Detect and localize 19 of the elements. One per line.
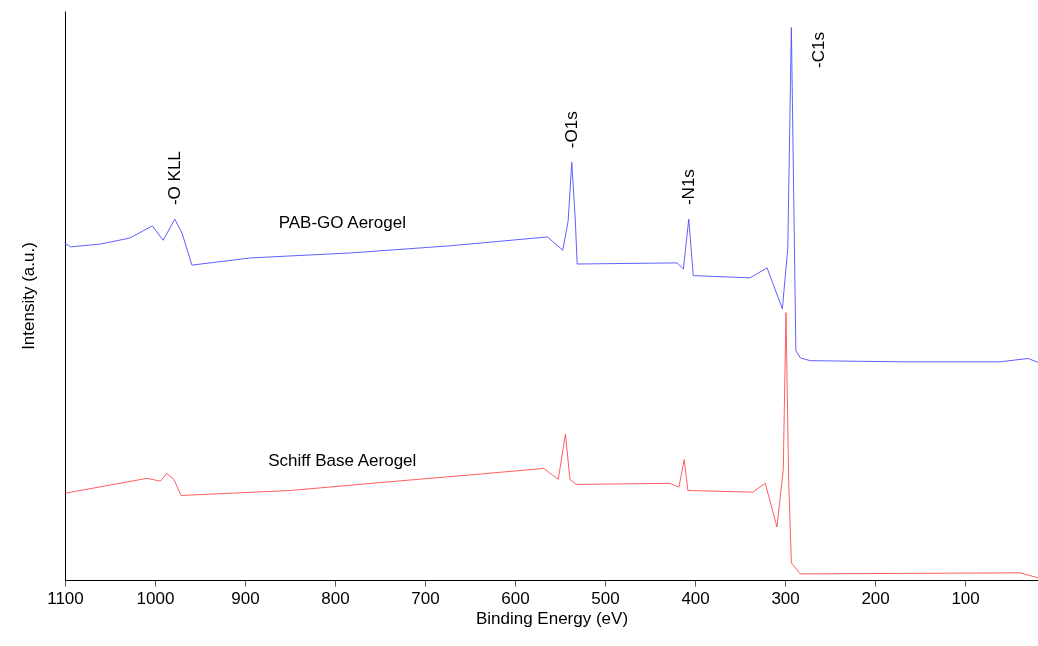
series-label: PAB-GO Aerogel [278, 212, 406, 232]
x-tick-label: 400 [681, 588, 710, 608]
series-label: Schiff Base Aerogel [268, 450, 417, 470]
annotation: -O1s [561, 111, 581, 149]
x-tick-label: 100 [951, 588, 980, 608]
x-tick-label: 500 [591, 588, 620, 608]
annotation: -C1s [808, 31, 828, 68]
x-tick-label: 600 [501, 588, 530, 608]
x-tick-label: 1100 [47, 588, 84, 608]
x-tick-label: 200 [861, 588, 890, 608]
x-axis-title: Binding Energy (eV) [475, 608, 629, 628]
annotation: -N1s [678, 169, 698, 206]
x-tick-label: 900 [231, 588, 260, 608]
x-tick-label: 1000 [136, 588, 175, 608]
x-tick-label: 700 [411, 588, 440, 608]
y-axis-title: Intensity (a.u.) [18, 242, 38, 350]
annotation: -O KLL [164, 151, 184, 206]
x-tick-label: 800 [321, 588, 350, 608]
x-tick-label: 300 [771, 588, 800, 608]
